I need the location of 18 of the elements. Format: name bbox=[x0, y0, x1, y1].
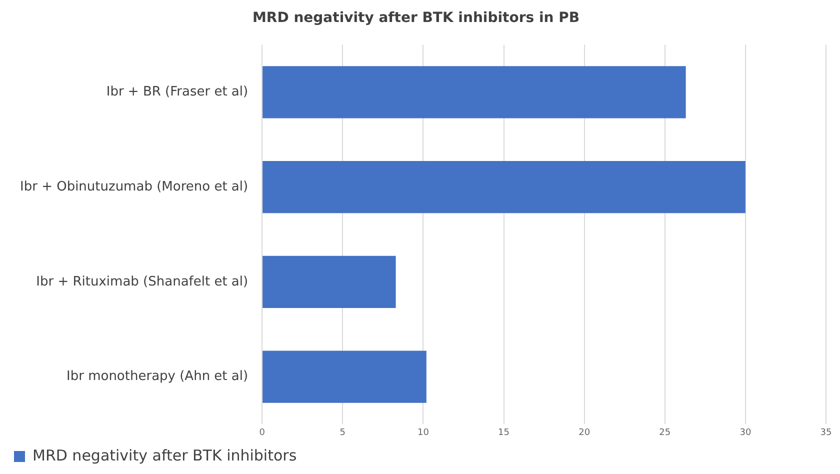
chart-title: MRD negativity after BTK inhibitors in PB bbox=[252, 10, 580, 26]
x-tick-label: 15 bbox=[498, 428, 510, 438]
y-tick-label: Ibr monotherapy (Ahn et al) bbox=[66, 369, 248, 384]
x-tick-label: 35 bbox=[820, 428, 832, 438]
y-tick-label: Ibr + Obinutuzumab (Moreno et al) bbox=[20, 179, 248, 194]
x-tick-label: 30 bbox=[740, 428, 752, 438]
y-tick-label: Ibr + Rituximab (Shanafelt et al) bbox=[36, 274, 248, 290]
y-tick-label: Ibr + BR (Fraser et al) bbox=[106, 84, 248, 100]
x-tick-label: 25 bbox=[659, 428, 671, 438]
bar bbox=[262, 256, 396, 308]
x-tick-label: 5 bbox=[340, 428, 346, 438]
x-tick-label: 10 bbox=[417, 428, 430, 438]
bar bbox=[262, 66, 686, 118]
bar bbox=[262, 350, 426, 403]
legend-label: MRD negativity after BTK inhibitors bbox=[32, 446, 297, 464]
x-tick-label: 20 bbox=[578, 428, 590, 438]
bar bbox=[262, 160, 746, 214]
x-tick-label: 0 bbox=[259, 428, 266, 438]
